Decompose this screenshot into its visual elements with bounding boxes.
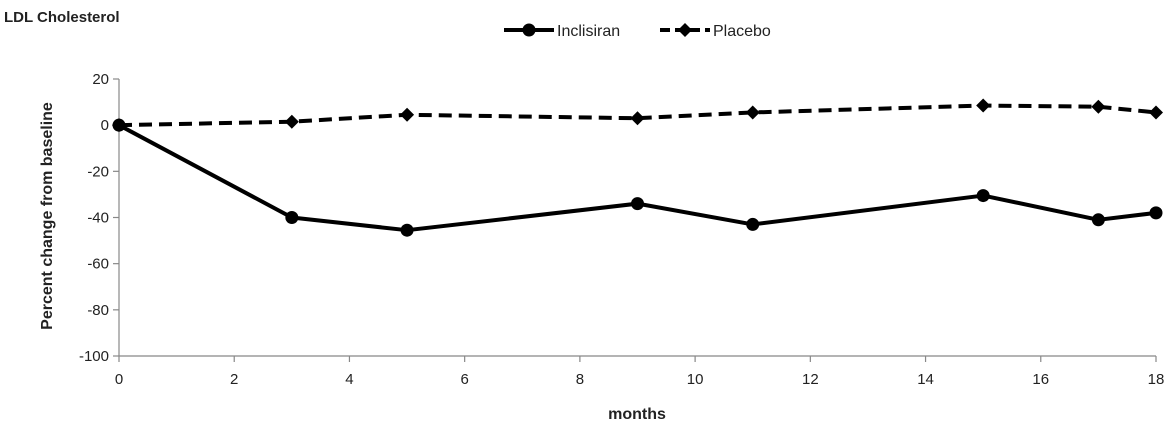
data-point-placebo [284, 114, 299, 129]
y-tick-label: -60 [87, 256, 109, 273]
data-point-placebo [630, 111, 645, 126]
legend-label-inclisiran: Inclisiran [557, 23, 620, 40]
data-point-inclisiran [976, 189, 990, 203]
chart-title: LDL Cholesterol [4, 9, 120, 26]
x-tick-label: 0 [115, 371, 123, 388]
legend-marker-placebo [678, 23, 692, 37]
x-tick-label: 4 [345, 371, 353, 388]
x-tick-label: 12 [802, 371, 819, 388]
series-inclisiran [112, 118, 1163, 237]
data-point-placebo [400, 107, 415, 122]
series-placebo [112, 98, 1163, 133]
legend: Inclisiran Placebo [504, 23, 771, 40]
x-tick-label: 16 [1032, 371, 1049, 388]
y-tick-label: 20 [92, 71, 109, 88]
data-point-placebo [745, 105, 760, 120]
x-tick-label: 18 [1148, 371, 1165, 388]
x-tick-label: 6 [460, 371, 468, 388]
data-point-inclisiran [746, 217, 760, 231]
y-tick-label: -80 [87, 302, 109, 319]
axes: 20 0 -20 -40 -60 -80 -100 0 2 4 6 8 10 12 14 16 18 [79, 71, 1164, 388]
legend-marker-inclisiran [522, 23, 536, 37]
data-point-inclisiran [400, 223, 414, 237]
y-axis-title: Percent change from baseline [39, 102, 56, 330]
y-tick-label: -100 [79, 348, 109, 365]
y-ticks: 20 0 -20 -40 -60 -80 -100 [79, 71, 119, 365]
legend-label-placebo: Placebo [713, 23, 771, 40]
x-tick-label: 8 [576, 371, 584, 388]
data-point-inclisiran [1091, 213, 1105, 227]
data-point-placebo [112, 118, 126, 133]
y-tick-label: 0 [101, 117, 109, 134]
y-tick-label: -40 [87, 210, 109, 227]
series-layer [112, 98, 1163, 237]
x-tick-label: 10 [687, 371, 704, 388]
legend-item-placebo: Placebo [660, 23, 771, 40]
legend-item-inclisiran: Inclisiran [504, 23, 620, 40]
data-point-inclisiran [631, 197, 644, 211]
x-tick-label: 2 [230, 371, 238, 388]
data-point-placebo [1149, 105, 1163, 120]
data-point-inclisiran [1149, 206, 1163, 220]
x-ticks: 0 2 4 6 8 10 12 14 16 18 [115, 356, 1165, 388]
data-point-placebo [1091, 99, 1106, 114]
data-point-inclisiran [285, 211, 299, 224]
x-tick-label: 14 [917, 371, 934, 388]
series-line-inclisiran [118, 123, 1157, 233]
y-tick-label: -20 [87, 163, 109, 180]
data-point-placebo [976, 98, 991, 113]
x-axis-title: months [608, 406, 666, 423]
series-line-placebo [118, 103, 1157, 128]
